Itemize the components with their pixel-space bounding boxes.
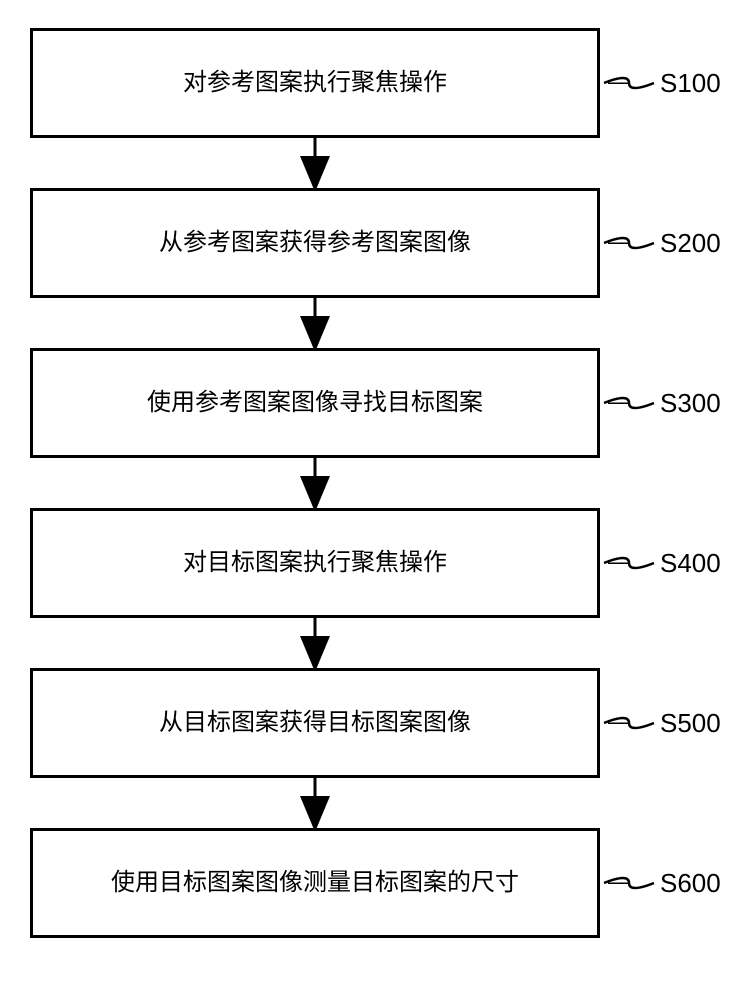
step-box-1: 对参考图案执行聚焦操作 (30, 28, 600, 138)
connector-5: — (608, 709, 630, 735)
step-text-5: 从目标图案获得目标图案图像 (159, 706, 471, 740)
step-label-6: S600 (660, 868, 721, 899)
connector-3: — (608, 389, 630, 415)
step-label-3: S300 (660, 388, 721, 419)
step-text-2: 从参考图案获得参考图案图像 (159, 226, 471, 260)
step-box-2: 从参考图案获得参考图案图像 (30, 188, 600, 298)
step-text-4: 对目标图案执行聚焦操作 (183, 546, 447, 580)
step-label-2: S200 (660, 228, 721, 259)
connector-2: — (608, 229, 630, 255)
step-text-1: 对参考图案执行聚焦操作 (183, 66, 447, 100)
connector-6: — (608, 869, 630, 895)
step-text-3: 使用参考图案图像寻找目标图案 (147, 386, 483, 420)
step-text-6: 使用目标图案图像测量目标图案的尺寸 (111, 866, 519, 900)
step-label-1: S100 (660, 68, 721, 99)
step-box-6: 使用目标图案图像测量目标图案的尺寸 (30, 828, 600, 938)
step-label-4: S400 (660, 548, 721, 579)
step-box-3: 使用参考图案图像寻找目标图案 (30, 348, 600, 458)
connector-4: — (608, 549, 630, 575)
connector-1: — (608, 69, 630, 95)
flowchart-container: 对参考图案执行聚焦操作 — S100 从参考图案获得参考图案图像 — S200 使用参考图案… (0, 0, 739, 1000)
step-box-4: 对目标图案执行聚焦操作 (30, 508, 600, 618)
step-box-5: 从目标图案获得目标图案图像 (30, 668, 600, 778)
step-label-5: S500 (660, 708, 721, 739)
